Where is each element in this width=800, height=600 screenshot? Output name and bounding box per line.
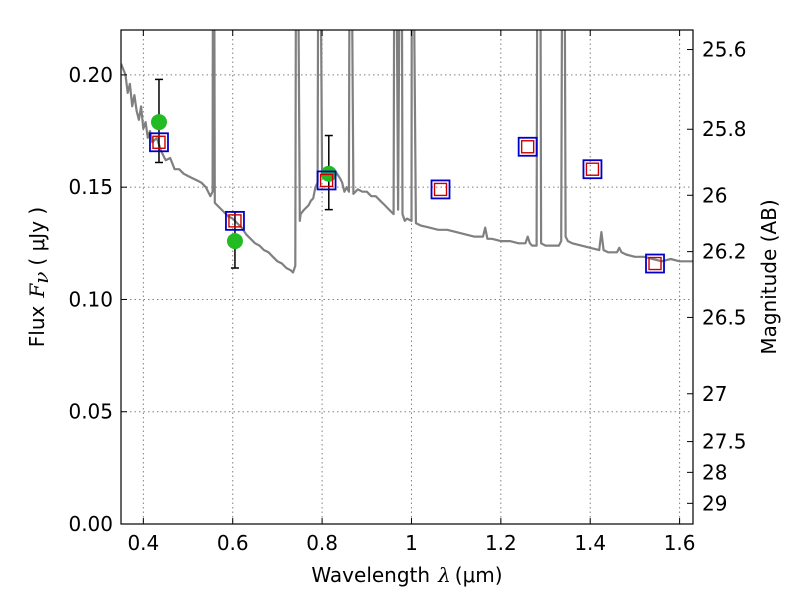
y2-tick-label: 29 [702,491,727,515]
x-tick-label: 1.6 [664,531,696,555]
model-box-marker [316,170,337,191]
model-point [225,210,245,231]
x-tick-label: 0.4 [127,531,159,555]
observed-marker [150,114,167,131]
template-spectrum [121,30,693,274]
model-point [517,136,538,157]
y2-tick-label: 26 [702,183,727,207]
observed-marker [320,165,337,182]
y2-tick-label: 28 [702,460,727,484]
observed-marker [226,233,243,250]
y-tick-label: 0.20 [68,63,113,87]
y-tick-label: 0.00 [68,512,113,536]
model-point [582,159,603,180]
model-box-marker [517,136,538,157]
model-inner-marker [433,182,448,197]
y-tick-label: 0.10 [68,287,113,311]
x-tick-label: 0.8 [306,531,338,555]
y2-tick-label: 25.8 [702,117,747,141]
y-tick-label: 0.15 [68,175,113,199]
model-inner-marker [319,173,334,188]
y2-tick-label: 25.6 [702,38,747,62]
y2-tick-label: 27.5 [702,430,747,454]
model-point [645,253,665,274]
x-axis-title: Wavelength λ (μm) [311,563,502,587]
model-box-marker [225,210,245,231]
model-inner-marker [585,162,600,176]
model-inner-marker [520,140,535,154]
y2-tick-label: 27 [702,382,727,406]
model-box-marker [645,253,665,274]
x-tick-label: 1.4 [574,531,606,555]
y2-tick-label: 26.2 [702,240,747,264]
x-tick-label: 1 [405,531,418,555]
model-inner-marker [228,214,242,228]
y-tick-label: 0.05 [68,400,113,424]
model-point [316,170,337,191]
observed-point [320,134,337,211]
y2-tick-label: 26.5 [702,305,747,329]
model-box-marker [430,179,451,200]
template-line [121,30,693,274]
observed-point [150,78,167,164]
x-tick-label: 1.2 [485,531,517,555]
y-axis-title: FluxFν( μJy ) [25,207,53,347]
x-tick-label: 0.6 [217,531,249,555]
grid [121,30,693,525]
photometry-markers [149,78,665,274]
model-point [149,132,169,153]
model-inner-marker [648,256,662,271]
model-point [430,179,451,200]
model-box-marker [149,132,169,153]
axis-ticks: 0.4 0.6 0.8 1 1.2 1.4 1.6 0.00 0.05 0.10 0.15 0.20 2… [68,30,747,555]
model-box-marker [582,159,603,180]
plot-frame [120,29,694,525]
y2-axis-title: Magnitude (AB) [757,199,781,354]
model-inner-marker [152,135,166,149]
